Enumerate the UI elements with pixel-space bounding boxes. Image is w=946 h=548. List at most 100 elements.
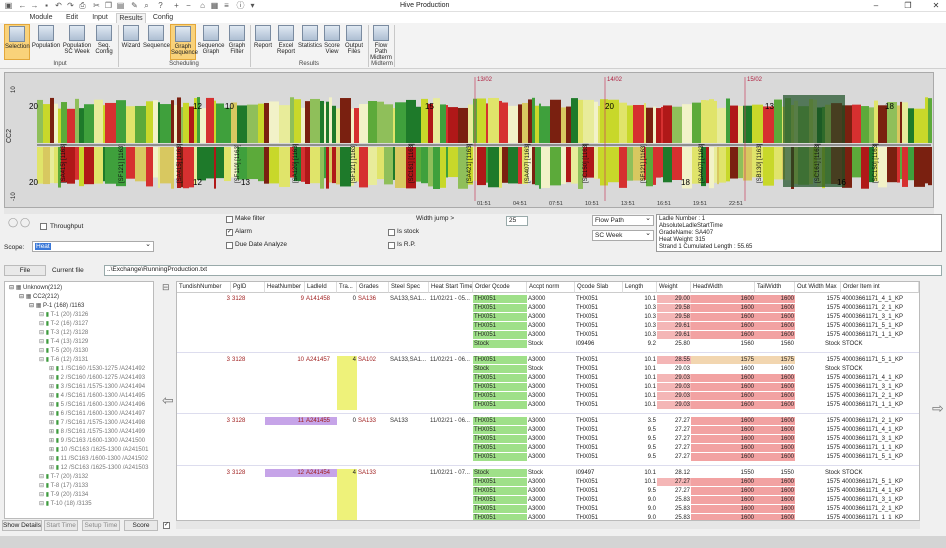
- dropdown-icon[interactable]: ▾: [250, 1, 255, 10]
- expand-icon[interactable]: ⊟: [19, 294, 26, 300]
- expand-icon[interactable]: ⊞: [49, 465, 56, 471]
- expand-icon[interactable]: ⊞: [49, 456, 56, 462]
- expand-icon[interactable]: ⊟: [39, 483, 46, 489]
- print-icon[interactable]: ⎙: [79, 1, 86, 10]
- table-icon[interactable]: ▦: [210, 1, 219, 10]
- cut-icon[interactable]: ✂: [93, 1, 100, 10]
- expand-icon[interactable]: ⊞: [49, 411, 56, 417]
- wizard-button[interactable]: Wizard: [120, 24, 142, 60]
- expand-icon[interactable]: ⊟: [39, 339, 46, 345]
- expand-icon[interactable]: ⊞: [49, 429, 56, 435]
- excel-report-button[interactable]: Excel Report: [275, 24, 297, 60]
- undo-icon[interactable]: ↶: [55, 1, 62, 10]
- column-header[interactable]: Order Item int: [841, 282, 919, 293]
- tree-node[interactable]: ⊟ ▮ T-1 (20) /3126: [39, 311, 88, 319]
- seq-config-button[interactable]: Seq. Config: [93, 24, 115, 60]
- close-button[interactable]: ✕: [932, 1, 940, 10]
- expand-icon[interactable]: ⊞: [49, 447, 56, 453]
- is-rp-checkbox[interactable]: [388, 242, 395, 249]
- list-icon[interactable]: ≡: [224, 1, 229, 10]
- zoom-out-icon[interactable]: −: [186, 1, 191, 10]
- tree-node[interactable]: ⊟ ▮ T-5 (20) /3130: [39, 347, 88, 355]
- tree-node[interactable]: ⊞ ▮ 3 /SC161 /1575-1300 /A241494: [49, 383, 145, 391]
- column-header[interactable]: HeadWidth: [691, 282, 755, 293]
- expand-icon[interactable]: ⊟: [39, 357, 46, 363]
- tab-config[interactable]: Config: [152, 14, 174, 21]
- grid-scrollbar[interactable]: [176, 521, 920, 529]
- copy-icon[interactable]: ❐: [104, 1, 113, 10]
- graph-scrollbar[interactable]: [4, 208, 934, 214]
- tree-node[interactable]: ⊞ ▮ 5 /SC161 /1600-1300 /A241496: [49, 401, 145, 409]
- expand-icon[interactable]: ⊞: [49, 402, 56, 408]
- expand-icon[interactable]: ⊟: [39, 492, 46, 498]
- expand-icon[interactable]: ⊟: [39, 348, 46, 354]
- tree-node[interactable]: ⊞ ▮ 9 /SC163 /1600-1300 /A241500: [49, 437, 145, 445]
- tree-node[interactable]: ⊞ ▮ 4 /SC161 /1600-1300 /A141495: [49, 392, 145, 400]
- current-file-path[interactable]: ..\Exchange\RunningProduction.txt: [104, 265, 942, 276]
- column-header[interactable]: Accpt norm: [527, 282, 575, 293]
- find-icon[interactable]: ⌕: [144, 1, 149, 10]
- alarm-checkbox[interactable]: ✓: [226, 229, 233, 236]
- scroll-right-icon[interactable]: ⇨: [932, 400, 944, 416]
- back-icon[interactable]: ←: [18, 1, 27, 10]
- tab-input[interactable]: Input: [92, 14, 108, 21]
- production-grid[interactable]: TundishNumber PgID HeatNumber LadleId Tra...…: [176, 281, 920, 521]
- due-date-checkbox[interactable]: [226, 242, 233, 249]
- expand-icon[interactable]: ⊞: [49, 420, 56, 426]
- tree-node[interactable]: ⊟ ▮ T-6 (12) /3131: [39, 356, 88, 364]
- column-header[interactable]: Heat Start Time: [429, 282, 473, 293]
- maximize-button[interactable]: ❐: [904, 1, 912, 10]
- production-tree[interactable]: ⊟ ▦ Unknown(212) ⊟ ▦ CC2(212) ⊟ ▦ P-1 (168…: [4, 281, 154, 519]
- tree-node[interactable]: ⊟ ▦ Unknown(212): [9, 284, 62, 292]
- expand-icon[interactable]: ⊞: [49, 366, 56, 372]
- tree-node[interactable]: ⊟ ▮ T-4 (13) /3129: [39, 338, 88, 346]
- expand-icon[interactable]: ⊟: [39, 501, 46, 507]
- is-stock-checkbox[interactable]: [388, 229, 395, 236]
- output-files-button[interactable]: Output Files: [342, 24, 366, 60]
- zoom-in-icon[interactable]: +: [174, 1, 179, 10]
- column-header[interactable]: PgID: [231, 282, 265, 293]
- sc-week-select[interactable]: SC Week: [592, 229, 654, 241]
- file-button[interactable]: File: [4, 265, 46, 276]
- tree-node[interactable]: ⊞ ▮ 1 /SC160 /1530-1275 /A241492: [49, 365, 145, 373]
- column-header[interactable]: Out Width Max: [795, 282, 841, 293]
- column-header[interactable]: LadleId: [305, 282, 337, 293]
- tab-edit[interactable]: Edit: [65, 14, 79, 21]
- tree-node[interactable]: ⊟ ▮ T-10 (18) /3135: [39, 500, 92, 508]
- expand-icon[interactable]: ⊞: [49, 384, 56, 390]
- column-header[interactable]: Steel Spec: [389, 282, 429, 293]
- population-button[interactable]: Population: [31, 24, 61, 60]
- tree-collapse-icon[interactable]: ⊟: [162, 282, 170, 292]
- home-icon[interactable]: ⌂: [200, 1, 205, 10]
- report-button[interactable]: Report: [252, 24, 274, 60]
- population-sc-week-button[interactable]: Population SC Week: [62, 24, 92, 60]
- column-header[interactable]: Length: [623, 282, 657, 293]
- tab-results[interactable]: Results: [116, 13, 146, 23]
- sequence-graph-button[interactable]: Sequence Graph: [197, 24, 225, 60]
- redo-icon[interactable]: ↷: [67, 1, 74, 10]
- expand-icon[interactable]: ⊟: [39, 312, 46, 318]
- info-icon[interactable]: ⓘ: [236, 1, 245, 10]
- forward-icon[interactable]: →: [30, 1, 39, 10]
- details-checkbox[interactable]: ✓: [163, 522, 170, 529]
- tree-node[interactable]: ⊞ ▮ 10 /SC163 /1625-1300 /A241501: [49, 446, 148, 454]
- column-header[interactable]: Weight: [657, 282, 691, 293]
- selection-button[interactable]: Selection: [4, 24, 30, 60]
- expand-icon[interactable]: ⊟: [39, 321, 46, 327]
- column-header[interactable]: Tra...: [337, 282, 357, 293]
- expand-icon[interactable]: ⊞: [49, 393, 56, 399]
- column-header[interactable]: TailWidth: [755, 282, 795, 293]
- scroll-left-icon[interactable]: ⇦: [162, 392, 174, 408]
- tree-node[interactable]: ⊞ ▮ 11 /SC163 /1600-1300 /A241502: [49, 455, 148, 463]
- sequence-button[interactable]: Sequence: [143, 24, 170, 60]
- tree-node[interactable]: ⊟ ▮ T-2 (16) /3127: [39, 320, 88, 328]
- edit-icon[interactable]: ✎: [131, 1, 138, 10]
- tree-node[interactable]: ⊞ ▮ 2 /SC160 /1600-1275 /A241493: [49, 374, 145, 382]
- tree-node[interactable]: ⊞ ▮ 8 /SC161 /1575-1300 /A241499: [49, 428, 145, 436]
- throughput-checkbox[interactable]: [40, 223, 47, 230]
- column-header[interactable]: Grades: [357, 282, 389, 293]
- score-button[interactable]: Score: [124, 520, 158, 531]
- flow-path-midterm-button[interactable]: Flow Path Midterm: [370, 24, 392, 61]
- graph-filter-button[interactable]: Graph Filter: [226, 24, 248, 60]
- setup-time-button[interactable]: Setup Time: [82, 520, 120, 531]
